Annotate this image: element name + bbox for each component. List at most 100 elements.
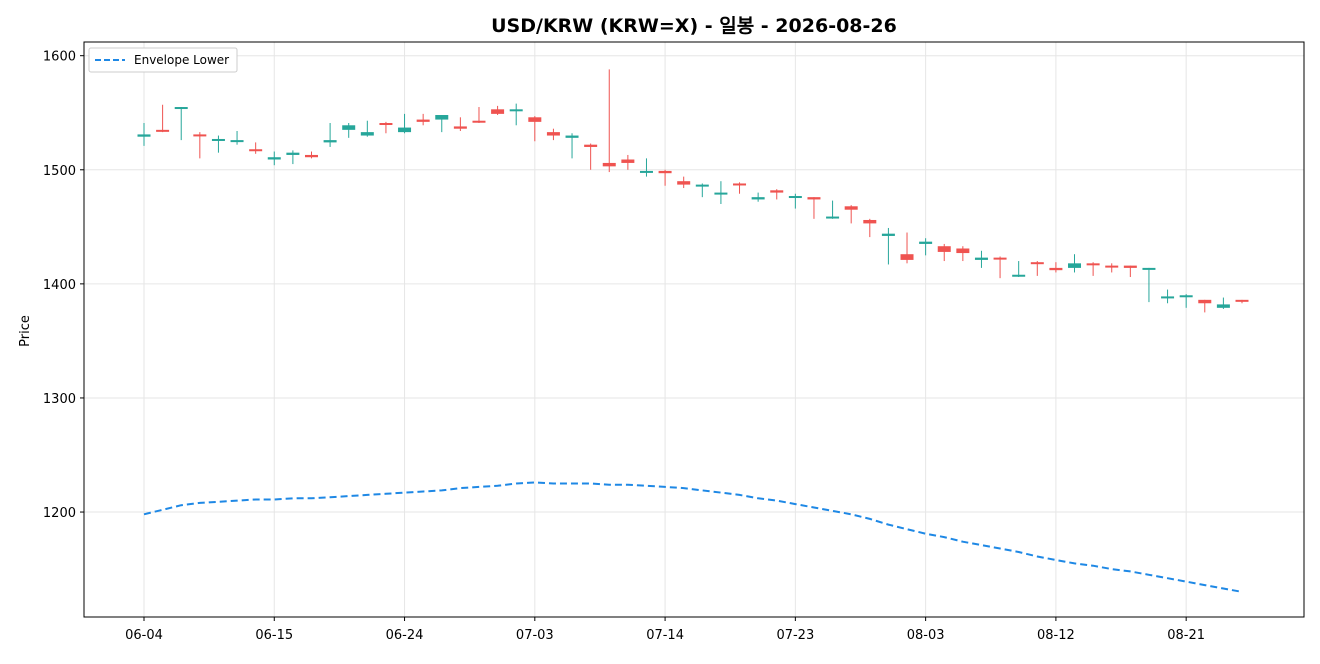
candle bbox=[509, 103, 523, 126]
candle-body bbox=[584, 144, 598, 147]
candle-body bbox=[137, 134, 151, 137]
candle-body bbox=[1198, 299, 1212, 304]
candle-body bbox=[733, 183, 747, 186]
candle bbox=[751, 192, 765, 202]
candle bbox=[770, 189, 784, 200]
x-axis-ticks: 06-04 06-15 06-24 07-03 07-14 07-23 08-03 08-12… bbox=[125, 617, 1205, 643]
candle bbox=[1123, 265, 1137, 278]
candle-body bbox=[491, 109, 505, 114]
candle bbox=[1142, 267, 1156, 303]
candle-body bbox=[1012, 274, 1026, 277]
candle bbox=[211, 135, 225, 153]
candle-body bbox=[881, 233, 895, 236]
candle bbox=[621, 154, 635, 170]
candle-body bbox=[398, 127, 412, 133]
candle bbox=[695, 183, 709, 198]
candle bbox=[323, 123, 337, 147]
candle-body bbox=[639, 170, 653, 173]
envelope-lower-line bbox=[143, 481, 1243, 593]
candle-body bbox=[751, 197, 765, 200]
candle bbox=[174, 107, 188, 141]
candle-body bbox=[695, 184, 709, 187]
candle-body bbox=[900, 254, 914, 260]
candle bbox=[1216, 297, 1230, 309]
candle bbox=[565, 133, 579, 159]
candle-body bbox=[509, 109, 523, 112]
candle bbox=[1030, 261, 1044, 276]
candle-body bbox=[249, 149, 263, 152]
candle-body bbox=[1216, 304, 1230, 308]
y-tick-label: 1300 bbox=[43, 392, 76, 407]
candle bbox=[546, 128, 560, 141]
candle bbox=[639, 158, 653, 177]
candle-body bbox=[937, 246, 951, 252]
candle-body bbox=[1105, 265, 1119, 268]
candle-body bbox=[435, 115, 449, 120]
candle bbox=[286, 150, 300, 165]
candle bbox=[528, 116, 542, 142]
grid-lines bbox=[84, 42, 1304, 617]
y-tick-label: 1600 bbox=[43, 50, 76, 65]
candle-body bbox=[379, 123, 393, 126]
candle bbox=[919, 238, 933, 256]
chart-title: USD/KRW (KRW=X) - 일봉 - 2026-08-26 bbox=[491, 15, 897, 37]
y-axis-ticks: 1200 1300 1400 1500 1600 bbox=[43, 50, 84, 521]
candle bbox=[360, 120, 374, 137]
x-tick-label: 06-04 bbox=[125, 628, 163, 643]
candle bbox=[1086, 262, 1100, 276]
y-tick-label: 1400 bbox=[43, 278, 76, 293]
candle bbox=[398, 113, 412, 134]
x-tick-label: 08-03 bbox=[907, 628, 945, 643]
y-tick-label: 1500 bbox=[43, 164, 76, 179]
candle-body bbox=[621, 159, 635, 163]
candle bbox=[1105, 263, 1119, 273]
candle bbox=[230, 130, 244, 145]
x-tick-label: 06-15 bbox=[255, 628, 293, 643]
candle bbox=[881, 227, 895, 265]
candle bbox=[1235, 299, 1249, 304]
candle bbox=[956, 246, 970, 262]
candle-body bbox=[416, 119, 430, 122]
candle bbox=[342, 123, 356, 138]
candle-body bbox=[1123, 265, 1137, 268]
candle-body bbox=[1049, 267, 1063, 271]
candle-body bbox=[230, 140, 244, 143]
candle bbox=[788, 193, 802, 209]
candle-body bbox=[770, 190, 784, 193]
candle-body bbox=[1030, 262, 1044, 265]
candle bbox=[156, 104, 170, 133]
candle-body bbox=[286, 152, 300, 155]
envelope-lower-series bbox=[143, 481, 1243, 593]
candle-body bbox=[1142, 267, 1156, 270]
candle bbox=[1179, 294, 1193, 308]
candle-body bbox=[323, 140, 337, 143]
x-tick-label: 07-14 bbox=[646, 628, 684, 643]
plot-area-frame bbox=[83, 41, 1305, 618]
candle-body bbox=[956, 248, 970, 254]
candle-body bbox=[360, 132, 374, 136]
candle bbox=[472, 107, 486, 124]
candle bbox=[584, 143, 598, 170]
candle bbox=[491, 105, 505, 116]
candle-body bbox=[1086, 263, 1100, 266]
candle-body bbox=[1161, 296, 1175, 299]
candle-body bbox=[267, 157, 281, 160]
legend-label-envelope-lower: Envelope Lower bbox=[134, 53, 229, 67]
candle-body bbox=[453, 126, 467, 129]
x-tick-label: 07-03 bbox=[516, 628, 554, 643]
y-tick-label: 1200 bbox=[43, 506, 76, 521]
candle-body bbox=[807, 197, 821, 200]
candle bbox=[1198, 299, 1212, 313]
candle-body bbox=[304, 154, 318, 158]
candle-body bbox=[472, 120, 486, 123]
candle-body bbox=[993, 257, 1007, 260]
candle bbox=[826, 200, 840, 219]
candle-body bbox=[342, 125, 356, 130]
candle-body bbox=[919, 241, 933, 244]
x-tick-label: 08-21 bbox=[1167, 628, 1205, 643]
candle bbox=[1049, 262, 1063, 273]
candle-body bbox=[565, 135, 579, 138]
candle bbox=[1161, 289, 1175, 304]
candle-body bbox=[602, 162, 616, 167]
candle-body bbox=[844, 206, 858, 210]
